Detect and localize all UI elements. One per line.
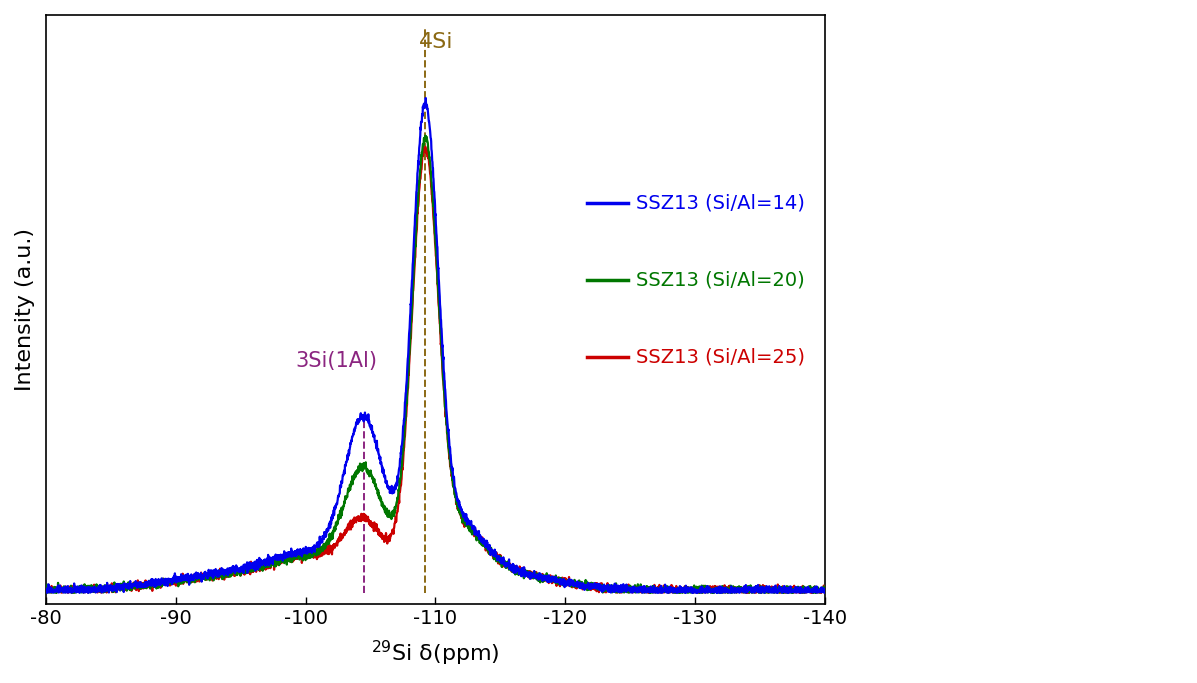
X-axis label: $^{29}$Si δ(ppm): $^{29}$Si δ(ppm)	[371, 639, 500, 668]
Y-axis label: Intensity (a.u.): Intensity (a.u.)	[16, 228, 35, 391]
Text: SSZ13 (Si/Al=14): SSZ13 (Si/Al=14)	[636, 194, 804, 213]
Text: SSZ13 (Si/Al=20): SSZ13 (Si/Al=20)	[636, 270, 804, 290]
Text: 3Si(1Al): 3Si(1Al)	[294, 352, 377, 372]
Text: 4Si: 4Si	[419, 32, 454, 53]
Text: SSZ13 (Si/Al=25): SSZ13 (Si/Al=25)	[636, 347, 804, 366]
